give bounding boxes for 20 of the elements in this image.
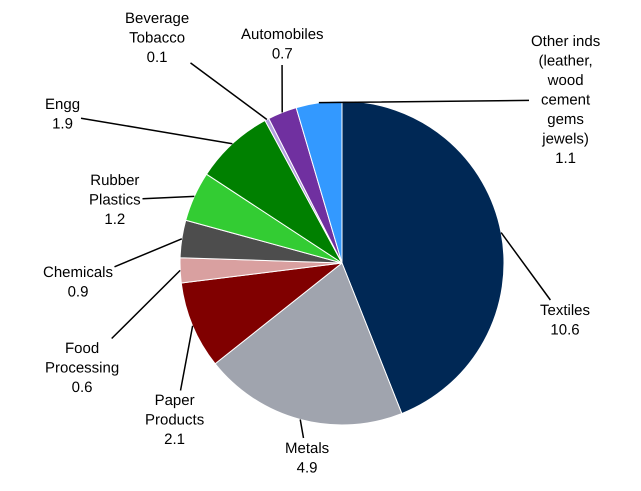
slice-label: Rubber Plastics — [89, 172, 141, 208]
data-label: 0.1 — [146, 49, 168, 66]
data-label: 1.9 — [52, 116, 73, 132]
slice-label: Beverage Tobacco — [125, 10, 190, 46]
slice-label: Chemicals — [43, 264, 114, 281]
data-label: 1.2 — [104, 211, 126, 228]
slice-label: Textiles — [540, 302, 590, 319]
slice-label: Automobiles — [241, 26, 324, 43]
data-label: 0.6 — [72, 379, 93, 396]
data-label: 10.6 — [550, 322, 580, 338]
slice-label: Engg — [45, 96, 80, 113]
data-label: 4.9 — [296, 460, 318, 476]
slice-label: Other inds (leather, wood cement gems jewels) — [531, 33, 600, 148]
data-label: 0.7 — [272, 46, 293, 62]
data-label: 0.9 — [68, 284, 88, 300]
data-label: 2.1 — [164, 431, 186, 448]
data-label: 1.1 — [555, 150, 576, 167]
slice-label: Paper Products — [145, 392, 204, 428]
slice-label: Metals — [285, 440, 330, 457]
slice-label: Food Processing — [45, 340, 120, 376]
